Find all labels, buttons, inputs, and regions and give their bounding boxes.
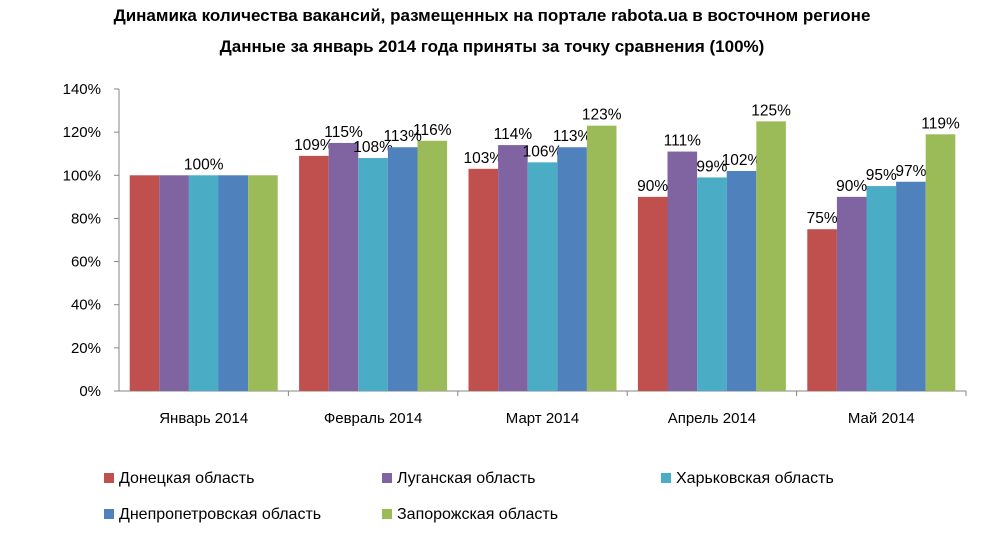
bar bbox=[328, 142, 359, 391]
bar bbox=[896, 181, 926, 391]
data-label: 95% bbox=[866, 167, 897, 184]
data-label: 100% bbox=[184, 156, 224, 173]
data-label: 119% bbox=[921, 115, 960, 132]
y-tick-label: 100% bbox=[63, 167, 101, 184]
bar bbox=[417, 140, 448, 391]
data-label: 123% bbox=[582, 107, 622, 124]
x-tick-label: Май 2014 bbox=[848, 410, 915, 427]
legend-swatch bbox=[104, 473, 114, 483]
bar bbox=[637, 196, 668, 391]
bar bbox=[468, 168, 499, 391]
data-label: 106% bbox=[523, 143, 563, 160]
y-tick-label: 60% bbox=[71, 254, 101, 271]
y-tick-label: 40% bbox=[71, 297, 101, 314]
x-tick-label: Февраль 2014 bbox=[324, 410, 423, 427]
bar bbox=[248, 175, 278, 391]
bar bbox=[299, 155, 329, 391]
legend-entry: Луганская область bbox=[397, 470, 536, 487]
data-label: 125% bbox=[751, 102, 791, 119]
data-label: 75% bbox=[807, 210, 838, 227]
legend-swatch bbox=[382, 509, 392, 519]
y-tick-label: 140% bbox=[63, 81, 101, 98]
legend-swatch bbox=[661, 473, 671, 483]
bar bbox=[218, 175, 249, 391]
legend-swatch bbox=[382, 473, 392, 483]
data-label: 114% bbox=[494, 126, 533, 143]
data-label: 102% bbox=[722, 152, 762, 169]
legend-entry: Харьковская область bbox=[676, 470, 834, 487]
y-tick-label: 120% bbox=[63, 124, 101, 141]
legend-entry: Днепропетровская область bbox=[119, 506, 321, 523]
bar bbox=[807, 229, 837, 391]
legend-entry: Запорожская область bbox=[397, 506, 558, 523]
legend-entry: Донецкая область bbox=[119, 470, 254, 487]
bar bbox=[586, 125, 617, 392]
bar bbox=[557, 147, 587, 391]
bar bbox=[129, 175, 160, 391]
bar bbox=[726, 170, 757, 391]
legend-swatch bbox=[104, 509, 114, 519]
data-label: 116% bbox=[413, 122, 452, 139]
bar bbox=[159, 175, 189, 391]
bar bbox=[667, 151, 698, 391]
data-label: 109% bbox=[294, 137, 334, 154]
bar bbox=[527, 162, 558, 391]
chart-title: Динамика количества вакансий, размещенны… bbox=[113, 6, 871, 25]
data-label: 113% bbox=[383, 128, 422, 145]
x-tick-label: Январь 2014 bbox=[159, 410, 248, 427]
bar bbox=[866, 186, 897, 391]
data-label: 108% bbox=[353, 139, 393, 156]
data-label: 113% bbox=[553, 128, 592, 145]
bar bbox=[697, 177, 727, 391]
data-label: 99% bbox=[696, 158, 727, 175]
data-label: 97% bbox=[895, 163, 926, 180]
data-label: 90% bbox=[836, 178, 867, 195]
y-tick-label: 20% bbox=[71, 340, 101, 357]
data-label: 115% bbox=[324, 124, 363, 141]
bar bbox=[387, 147, 418, 391]
chart-subtitle: Данные за январь 2014 года приняты за то… bbox=[219, 37, 765, 56]
y-tick-label: 80% bbox=[71, 210, 101, 227]
bar bbox=[498, 145, 528, 391]
data-label: 103% bbox=[463, 150, 503, 167]
x-tick-label: Апрель 2014 bbox=[668, 410, 756, 427]
bar bbox=[836, 196, 867, 391]
bar bbox=[756, 121, 786, 391]
bar bbox=[358, 158, 388, 391]
bar bbox=[188, 175, 219, 391]
bar bbox=[925, 134, 956, 392]
chart-title-block: Динамика количества вакансий, размещенны… bbox=[0, 0, 984, 58]
x-tick-label: Март 2014 bbox=[506, 410, 579, 427]
y-tick-label: 0% bbox=[79, 383, 101, 400]
data-label: 90% bbox=[637, 178, 668, 195]
data-label: 111% bbox=[664, 133, 702, 150]
